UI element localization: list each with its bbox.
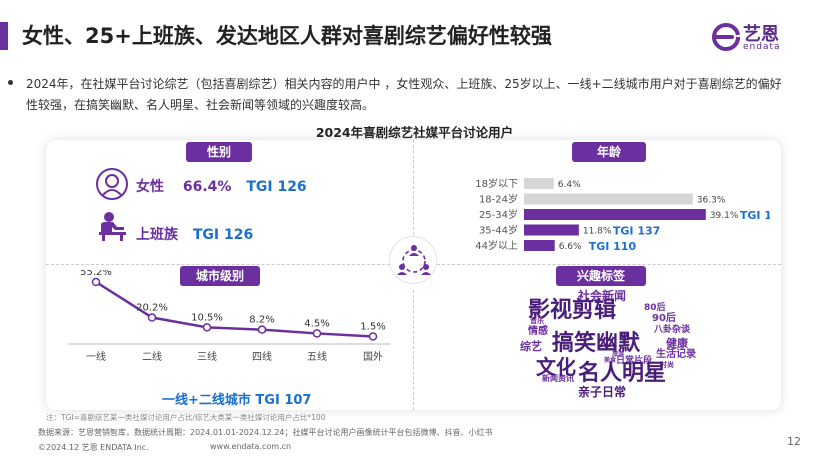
city-line-chart: 55.2% 一线 20.2% 二线 10.5% 三线 8.2% 四线 4.5% 五线 1.5% 国外 (68, 270, 390, 363)
title-accent-bar (0, 22, 8, 50)
female-label: 女性 (136, 179, 164, 195)
city-value-label: 1.5% (360, 321, 385, 332)
copyright: ©2024.12 艺恩 ENDATA Inc. (38, 443, 149, 452)
city-data-point (91, 277, 101, 287)
age-category-label: 18-24岁 (479, 193, 518, 206)
age-category-label: 25-34岁 (479, 208, 518, 221)
age-tgi-label: TGI 110 (589, 240, 637, 253)
city-value-label: 55.2% (80, 270, 112, 278)
interest-word: 日常片段 (616, 356, 653, 366)
office-worker-icon (99, 212, 126, 241)
website-link[interactable]: www.endata.com.cn (210, 442, 292, 451)
interest-word: 搞笑幽默 (552, 331, 641, 356)
endata-logo-icon (712, 22, 740, 52)
data-source: 数据来源：艺恩营销智库，数据统计周期：2024.01.01-2024.12.24… (38, 428, 493, 437)
female-tgi: TGI 126 (246, 179, 307, 195)
city-tick-label: 国外 (363, 351, 383, 363)
city-tick-label: 一线 (86, 350, 106, 363)
interest-word: 文化 (536, 355, 576, 379)
female-icon (96, 168, 128, 200)
page-number: 12 (787, 435, 801, 448)
city-data-point (147, 313, 157, 322)
interest-word: 时尚 (660, 361, 674, 369)
city-value-label: 20.2% (136, 303, 168, 314)
worker-stat: 上班族 TGI 126 (136, 224, 253, 244)
age-bar (524, 178, 554, 189)
age-category-label: 35-44岁 (479, 224, 518, 237)
interest-section-tag: 兴趣标签 (556, 266, 646, 286)
interest-word: 90后 (652, 313, 676, 324)
logo-chinese-name: 艺恩 (743, 24, 779, 45)
female-stat: 女性 66.4% TGI 126 (136, 176, 307, 196)
age-bar (524, 209, 706, 220)
interest-word: 社会新闻 (578, 289, 627, 303)
age-value-label: 6.4% (558, 180, 581, 190)
city-data-point (312, 329, 322, 338)
endata-logo: 艺恩 endata (711, 20, 799, 56)
interest-word: 情感 (528, 326, 548, 337)
page-title: 女性、25+上班族、发达地区人群对喜剧综艺偏好性较强 (22, 24, 552, 48)
worker-label: 上班族 (136, 227, 178, 243)
age-value-label: 11.8% (583, 227, 612, 237)
city-tick-label: 三线 (197, 350, 217, 363)
city-tgi-summary: 一线+二线城市 TGI 107 (162, 393, 312, 408)
interest-word: 生活记录 (656, 349, 696, 360)
city-data-point (202, 323, 212, 332)
worker-tgi: TGI 126 (192, 227, 254, 243)
city-data-point (257, 325, 267, 334)
city-series-line (95, 280, 374, 338)
female-percentage: 66.4% (182, 179, 232, 195)
interest-word: 80后 (644, 303, 666, 313)
interest-word: 综艺 (520, 340, 542, 353)
age-value-label: 36.3% (697, 196, 726, 206)
city-value-label: 4.5% (304, 318, 329, 329)
age-value-label: 6.6% (559, 242, 582, 252)
city-data-point (368, 332, 378, 341)
interest-word: 八卦杂谈 (654, 325, 691, 335)
age-tgi-label: TGI 108 (740, 209, 770, 222)
summary-text: 2024年，在社媒平台讨论综艺（包括喜剧综艺）相关内容的用户中 ，女性观众、上班… (26, 77, 782, 112)
age-value-label: 39.1% (710, 211, 739, 221)
city-tick-label: 五线 (307, 350, 327, 363)
gender-section-tag: 性别 (186, 142, 252, 162)
chart-title: 2024年喜剧综艺社媒平台讨论用户 (315, 125, 514, 140)
logo-english-name: endata (743, 42, 781, 52)
city-section-tag: 城市级别 (180, 266, 260, 286)
interest-word: 音乐 (530, 317, 544, 325)
age-bar (524, 193, 693, 205)
panel-divider-vertical-bottom (413, 290, 414, 410)
interest-word: 美食 (604, 357, 617, 364)
city-tick-label: 二线 (142, 350, 162, 363)
tgi-note: 注：TGI=喜剧综艺某一类社媒讨论用户占比/综艺大类某一类社媒讨论用户占比*10… (46, 413, 326, 422)
people-circle-icon (397, 245, 431, 275)
interest-word: 亲子日常 (578, 385, 627, 399)
interest-word: 旅游 (612, 351, 625, 358)
city-tick-label: 四线 (252, 350, 272, 363)
bullet-dot (8, 80, 13, 85)
age-section-tag: 年龄 (572, 142, 646, 162)
interest-word: 名人明星 (578, 361, 667, 386)
city-value-label: 8.2% (249, 315, 274, 326)
interest-word: 影视剪辑 (528, 298, 617, 323)
panel-divider-vertical-top (413, 140, 414, 240)
interest-word: 新闻资讯 (542, 374, 574, 383)
age-tgi-label: TGI 137 (613, 225, 660, 238)
age-category-label: 44岁以上 (475, 239, 518, 252)
audience-group-icon (389, 236, 437, 284)
city-value-label: 10.5% (191, 312, 223, 323)
age-category-label: 18岁以下 (475, 177, 518, 190)
age-bar (524, 240, 555, 251)
age-bar-chart: 18岁以下 6.4% 18-24岁 36.3% 25-34岁 39.1%TGI 108 35… (475, 177, 770, 253)
age-bar (524, 224, 579, 236)
interest-word: 健康 (666, 337, 688, 350)
